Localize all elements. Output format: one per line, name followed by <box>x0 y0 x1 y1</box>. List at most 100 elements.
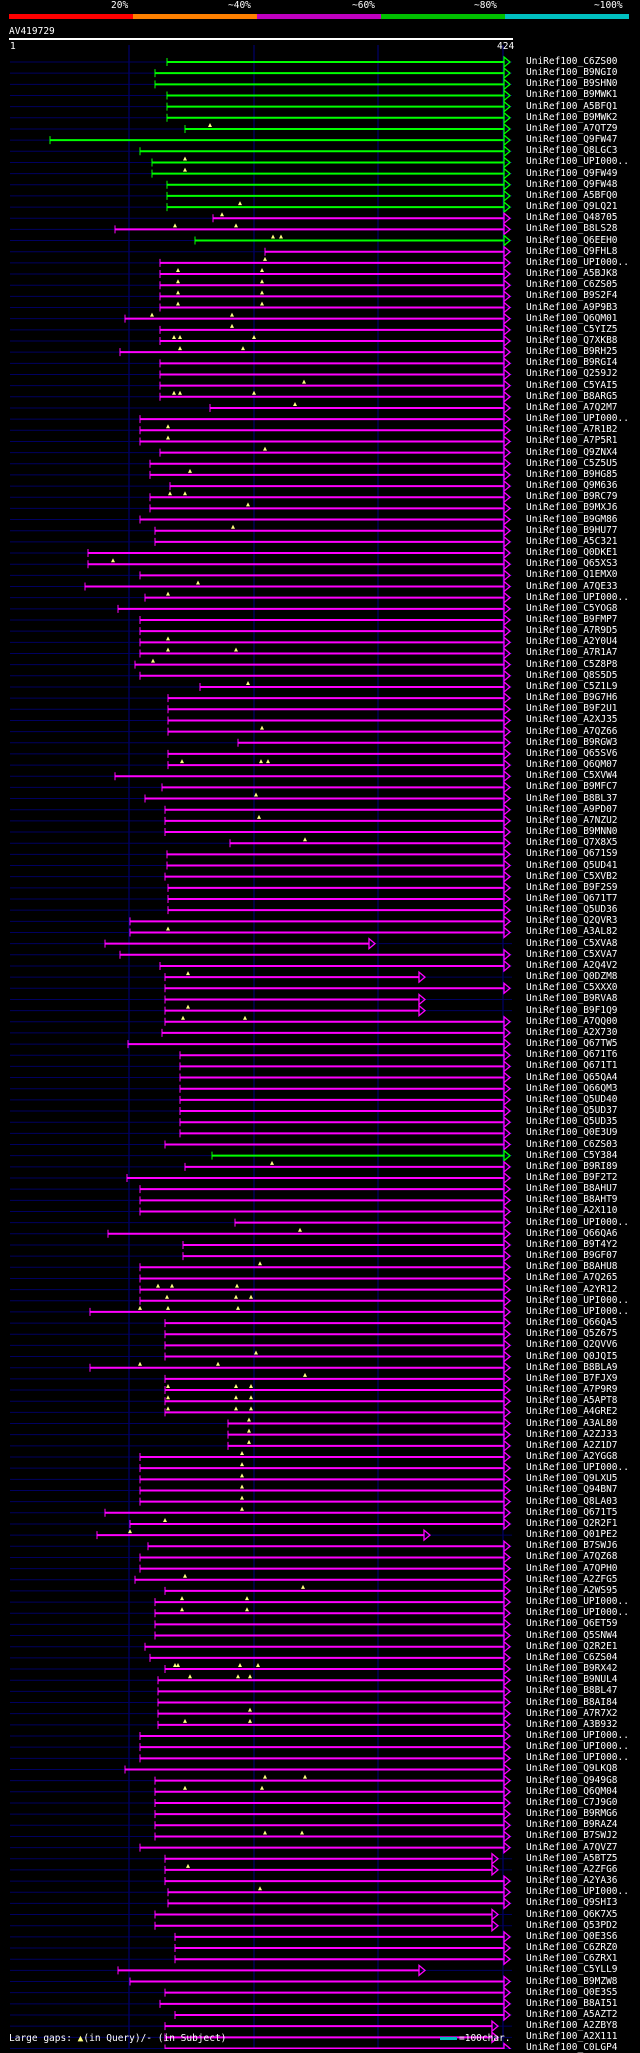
hit-label[interactable]: UniRef100_Q0DZM8 <box>526 971 618 983</box>
hit-label[interactable]: UniRef100_Q2QVR3 <box>526 915 618 927</box>
hit-label[interactable]: UniRef100_A7QE33 <box>526 580 618 592</box>
hit-label[interactable]: UniRef100_C5Z5U5 <box>526 457 618 469</box>
hit-label[interactable]: UniRef100_C5Z1L9 <box>526 680 618 692</box>
hit-label[interactable]: UniRef100_A7QZ68 <box>526 1551 618 1563</box>
hit-label[interactable]: UniRef100_A2ZFG6 <box>526 1863 618 1875</box>
hit-label[interactable]: UniRef100_B7SWJ6 <box>526 1540 618 1552</box>
hit-label[interactable]: UniRef100_Q1EMX0 <box>526 569 618 581</box>
hit-label[interactable]: UniRef100_A7R9D5 <box>526 625 618 637</box>
hit-label[interactable]: UniRef100_A2XJ35 <box>526 714 618 726</box>
hit-label[interactable]: UniRef100_B9SHN0 <box>526 78 618 90</box>
hit-label[interactable]: UniRef100_UPI000.. <box>526 256 629 268</box>
hit-label[interactable]: UniRef100_UPI000.. <box>526 591 629 603</box>
hit-label[interactable]: UniRef100_C5Y384 <box>526 1149 618 1161</box>
hit-label[interactable]: UniRef100_A2YGG8 <box>526 1451 618 1462</box>
hit-label[interactable]: UniRef100_Q671S9 <box>526 848 618 860</box>
hit-label[interactable]: UniRef100_Q94BN7 <box>526 1484 618 1496</box>
hit-label[interactable]: UniRef100_A7R1B2 <box>526 424 618 436</box>
hit-label[interactable]: UniRef100_A2WS95 <box>526 1584 618 1596</box>
hit-label[interactable]: UniRef100_Q65QA4 <box>526 1071 618 1083</box>
hit-label[interactable]: UniRef100_UPI000.. <box>526 413 629 425</box>
hit-label[interactable]: UniRef100_A7QTZ9 <box>526 122 618 134</box>
hit-label[interactable]: UniRef100_UPI000.. <box>526 1294 629 1306</box>
hit-label[interactable]: UniRef100_B8BLA9 <box>526 1361 618 1373</box>
hit-label[interactable]: UniRef100_C5YAI5 <box>526 379 618 391</box>
hit-label[interactable]: UniRef100_B9F2U1 <box>526 703 618 715</box>
hit-label[interactable]: UniRef100_C6ZS00 <box>526 56 618 67</box>
hit-label[interactable]: UniRef100_C7J9G0 <box>526 1796 618 1808</box>
hit-label[interactable]: UniRef100_Q5Z675 <box>526 1328 618 1340</box>
hit-label[interactable]: UniRef100_Q7XKB8 <box>526 335 618 346</box>
hit-label[interactable]: UniRef100_C5XXX0 <box>526 982 618 994</box>
hit-label[interactable]: UniRef100_C5YLL9 <box>526 1964 618 1976</box>
hit-label[interactable]: UniRef100_A2ZJ33 <box>526 1428 618 1440</box>
hit-label[interactable]: UniRef100_UPI000.. <box>526 1886 629 1898</box>
hit-label[interactable]: UniRef100_Q66QA5 <box>526 1317 618 1329</box>
hit-label[interactable]: UniRef100_B9T4Y2 <box>526 1238 618 1250</box>
hit-label[interactable]: UniRef100_C5XVB2 <box>526 870 618 882</box>
hit-label[interactable]: UniRef100_Q671T7 <box>526 893 618 904</box>
hit-label[interactable]: UniRef100_A5APT8 <box>526 1395 618 1407</box>
hit-label[interactable]: UniRef100_Q6EEH0 <box>526 234 618 246</box>
hit-label[interactable]: UniRef100_A7QQ00 <box>526 1015 618 1027</box>
hit-label[interactable]: UniRef100_A5AZT2 <box>526 2009 618 2020</box>
hit-label[interactable]: UniRef100_Q9ZNX4 <box>526 446 618 458</box>
hit-label[interactable]: UniRef100_UPI000.. <box>526 1730 629 1741</box>
hit-label[interactable]: UniRef100_C6ZS04 <box>526 1651 618 1663</box>
hit-label[interactable]: UniRef100_B9MWK1 <box>526 89 618 101</box>
hit-label[interactable]: UniRef100_B9F1Q9 <box>526 1004 618 1016</box>
hit-label[interactable]: UniRef100_B9NUL4 <box>526 1674 618 1686</box>
hit-label[interactable]: UniRef100_Q2QVV6 <box>526 1339 618 1351</box>
hit-label[interactable]: UniRef100_B7FJX9 <box>526 1372 618 1384</box>
hit-label[interactable]: UniRef100_B9MNN0 <box>526 826 618 838</box>
hit-label[interactable]: UniRef100_Q2R2F1 <box>526 1517 618 1529</box>
hit-label[interactable]: UniRef100_UPI000.. <box>526 1752 629 1764</box>
hit-label[interactable]: UniRef100_Q9SHI3 <box>526 1897 618 1909</box>
hit-label[interactable]: UniRef100_Q671T1 <box>526 1060 618 1072</box>
hit-label[interactable]: UniRef100_Q9FW48 <box>526 178 618 190</box>
hit-label[interactable]: UniRef100_A7P5R1 <box>526 435 618 447</box>
hit-label[interactable]: UniRef100_UPI000.. <box>526 1596 629 1608</box>
hit-label[interactable]: UniRef100_Q66QM3 <box>526 1082 618 1094</box>
hit-label[interactable]: UniRef100_B9FMP7 <box>526 614 618 625</box>
hit-label[interactable]: UniRef100_A5BFQ0 <box>526 189 618 201</box>
hit-label[interactable]: UniRef100_B9RC79 <box>526 491 618 503</box>
hit-label[interactable]: UniRef100_B9MZW8 <box>526 1975 618 1987</box>
hit-label[interactable]: UniRef100_C5XVA8 <box>526 937 618 949</box>
hit-label[interactable]: UniRef100_UPI000.. <box>526 1462 629 1474</box>
hit-label[interactable]: UniRef100_B9RI89 <box>526 1160 618 1172</box>
hit-label[interactable]: UniRef100_B8AHU7 <box>526 1183 618 1195</box>
hit-label[interactable]: UniRef100_Q671T6 <box>526 1049 618 1061</box>
hit-label[interactable]: UniRef100_Q0JQI5 <box>526 1350 618 1362</box>
hit-label[interactable]: UniRef100_A4GRE2 <box>526 1406 618 1418</box>
hit-label[interactable]: UniRef100_Q6QM07 <box>526 759 618 771</box>
hit-label[interactable]: UniRef100_B8ARG5 <box>526 390 618 402</box>
hit-label[interactable]: UniRef100_C5YIZ5 <box>526 323 618 335</box>
hit-label[interactable]: UniRef100_C6ZS05 <box>526 279 618 291</box>
hit-label[interactable]: UniRef100_B9RGW3 <box>526 736 618 748</box>
hit-label[interactable]: UniRef100_Q9FHL8 <box>526 245 618 257</box>
hit-label[interactable]: UniRef100_B8AI51 <box>526 1997 618 2009</box>
hit-label[interactable]: UniRef100_C6ZRZ0 <box>526 1942 618 1954</box>
hit-label[interactable]: UniRef100_A9P9B3 <box>526 301 618 313</box>
hit-label[interactable]: UniRef100_B9RMG6 <box>526 1808 618 1820</box>
hit-label[interactable]: UniRef100_A2X111 <box>526 2031 618 2043</box>
hit-label[interactable]: UniRef100_A7QVZ7 <box>526 1841 618 1853</box>
hit-label[interactable]: UniRef100_Q7X8X5 <box>526 837 618 849</box>
hit-label[interactable]: UniRef100_Q949G8 <box>526 1774 618 1786</box>
hit-label[interactable]: UniRef100_A9PD07 <box>526 803 618 815</box>
hit-label[interactable]: UniRef100_B9GF07 <box>526 1250 618 1262</box>
hit-label[interactable]: UniRef100_A7R7X2 <box>526 1707 618 1719</box>
hit-label[interactable]: UniRef100_C5YOG8 <box>526 602 618 614</box>
hit-label[interactable]: UniRef100_Q6K7X5 <box>526 1908 618 1920</box>
hit-label[interactable]: UniRef100_Q0E3U9 <box>526 1127 618 1139</box>
hit-label[interactable]: UniRef100_A2Y0U4 <box>526 636 618 648</box>
hit-label[interactable]: UniRef100_B9RGI4 <box>526 357 618 369</box>
hit-label[interactable]: UniRef100_Q6QM04 <box>526 1785 618 1797</box>
hit-label[interactable]: UniRef100_B9RH25 <box>526 346 618 358</box>
hit-label[interactable]: UniRef100_UPI000.. <box>526 1741 629 1753</box>
hit-label[interactable]: UniRef100_B9F2S9 <box>526 881 618 893</box>
hit-label[interactable]: UniRef100_Q48705 <box>526 212 618 224</box>
hit-label[interactable]: UniRef100_Q9FW49 <box>526 167 618 179</box>
hit-label[interactable]: UniRef100_A3B932 <box>526 1718 618 1730</box>
